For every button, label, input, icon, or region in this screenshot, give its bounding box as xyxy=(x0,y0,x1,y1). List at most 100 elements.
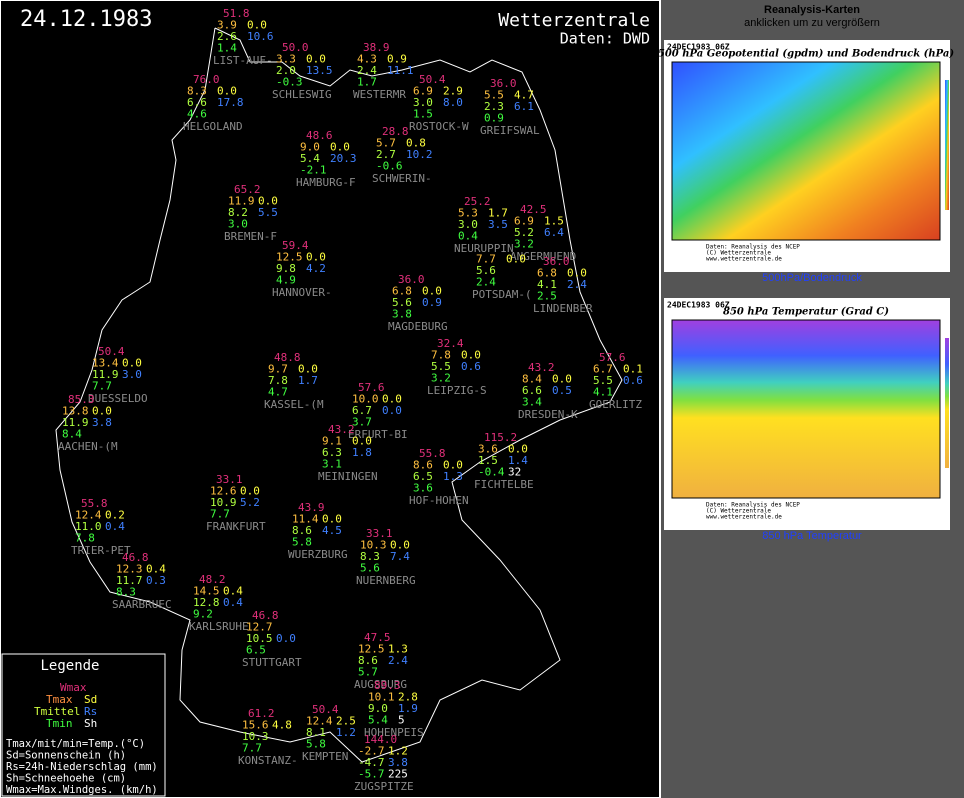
station-name: FICHTELBE xyxy=(474,478,534,491)
station-wmax: 65.2 xyxy=(234,183,261,196)
station-sd: 0.0 xyxy=(217,85,237,98)
station-sd: 0.0 xyxy=(390,539,410,552)
station-tmax: 9.1 xyxy=(322,435,342,448)
station-rs: 1.8 xyxy=(352,446,372,459)
station-wmax: 48.6 xyxy=(306,129,333,142)
station-name: FRANKFURT xyxy=(206,520,266,533)
station-rs: 1.7 xyxy=(298,374,318,387)
map-link[interactable]: 500hPa/Bodendruck xyxy=(762,272,862,284)
map-link[interactable]: 850 hPa Temperatur xyxy=(762,530,862,542)
station-wmax: 59.4 xyxy=(282,239,309,252)
station-rs: 4.2 xyxy=(306,262,326,275)
station-tmax: 13.8 xyxy=(62,405,89,418)
station-tmittel: 10.3 xyxy=(242,730,269,743)
station-tmax: -2.7 xyxy=(358,745,385,758)
legend-rs: Rs xyxy=(84,705,97,718)
station-name: KEMPTEN xyxy=(302,750,348,763)
station-wmax: 46.8 xyxy=(252,609,279,622)
station-rs: 3.0 xyxy=(122,368,142,381)
station-tmittel: 5.6 xyxy=(392,296,412,309)
station-tmin: 8.3 xyxy=(116,586,136,599)
station-rs: 20.3 xyxy=(330,152,357,165)
station-sd: 0.4 xyxy=(146,563,166,576)
station-sd: 1.5 xyxy=(544,215,564,228)
station-name: LIST-AUF- xyxy=(213,54,273,67)
brand: Wetterzentrale xyxy=(498,10,650,31)
station-name: ERFURT-BI xyxy=(348,428,408,441)
station-wmax: 57.6 xyxy=(358,381,385,394)
legend-note: Wmax=Max.Windges. (km/h) xyxy=(6,784,158,796)
station-name: SAARBRUEC xyxy=(112,598,172,611)
station-tmittel: 11.7 xyxy=(116,574,143,587)
map-credit: Daten: Reanalysis des NCEP xyxy=(706,502,800,509)
station-name: LEIPZIG-S xyxy=(427,384,487,397)
station-tmin: 7.7 xyxy=(242,742,262,755)
station-tmin: 0.9 xyxy=(484,112,504,125)
legend-wmax: Wmax xyxy=(60,681,87,694)
station-tmax: 6.8 xyxy=(392,285,412,298)
station-wmax: 50.4 xyxy=(312,703,339,716)
station-tmittel: 6.6 xyxy=(187,96,207,109)
station-sd: 0.0 xyxy=(240,485,260,498)
station-sd: 2.9 xyxy=(443,85,463,98)
station-sd: 1.2 xyxy=(388,745,408,758)
station-name: HOHENPEIS xyxy=(364,726,424,739)
station-wmax: 48.8 xyxy=(274,351,301,364)
station-wmax: 36.0 xyxy=(543,255,570,268)
station-wmax: 55.8 xyxy=(419,447,446,460)
legend-tmittel: Tmittel xyxy=(34,705,80,718)
station-tmittel: 9.0 xyxy=(368,702,388,715)
station-tmax: 10.1 xyxy=(368,691,395,704)
station-name: POTSDAM-( xyxy=(472,288,532,301)
map-image xyxy=(671,61,941,241)
station-tmax: 4.3 xyxy=(357,53,377,66)
station-sd: 4.8 xyxy=(272,719,292,732)
station-sd: 0.0 xyxy=(567,267,587,280)
station-sd: 0.0 xyxy=(443,459,463,472)
legend-note: Sh=Schneehoehe (cm) xyxy=(6,773,126,785)
station-tmittel: 11.9 xyxy=(62,416,89,429)
station-tmin: 1.7 xyxy=(357,76,377,89)
station-tmin: -0.3 xyxy=(276,76,303,89)
station-tmittel: 8.3 xyxy=(360,550,380,563)
station-tmax: 7.7 xyxy=(476,253,496,266)
station-tmin: -0.6 xyxy=(376,160,403,173)
station-tmittel: 8.6 xyxy=(358,654,378,667)
station-rs: 0.4 xyxy=(105,520,125,533)
station-tmittel: 3.0 xyxy=(458,218,478,231)
station-tmax: 8.3 xyxy=(187,85,207,98)
station-tmittel: 8.2 xyxy=(228,206,248,219)
station-tmax: 8.6 xyxy=(413,459,433,472)
station-tmin: 2.4 xyxy=(476,276,496,289)
station-rs: 5.2 xyxy=(240,496,260,509)
station-sh: 32 xyxy=(508,466,521,479)
station-rs: 0.0 xyxy=(382,404,402,417)
legend-sd: Sd xyxy=(84,693,97,706)
station-sd: 0.0 xyxy=(552,373,572,386)
station-tmittel: 5.5 xyxy=(593,374,613,387)
station-tmax: 12.4 xyxy=(75,509,102,522)
station-sd: 0.0 xyxy=(422,285,442,298)
station-sd: 0.0 xyxy=(258,195,278,208)
legend-tmax: Tmax xyxy=(46,693,73,706)
station-sd: 0.0 xyxy=(382,393,402,406)
station-wmax: 50.4 xyxy=(98,345,125,358)
station-wmax: 25.2 xyxy=(464,195,491,208)
station-sd: 0.0 xyxy=(322,513,342,526)
station-tmin: 9.2 xyxy=(193,608,213,621)
station-sd: 0.0 xyxy=(461,349,481,362)
station-wmax: 43.2 xyxy=(528,361,555,374)
